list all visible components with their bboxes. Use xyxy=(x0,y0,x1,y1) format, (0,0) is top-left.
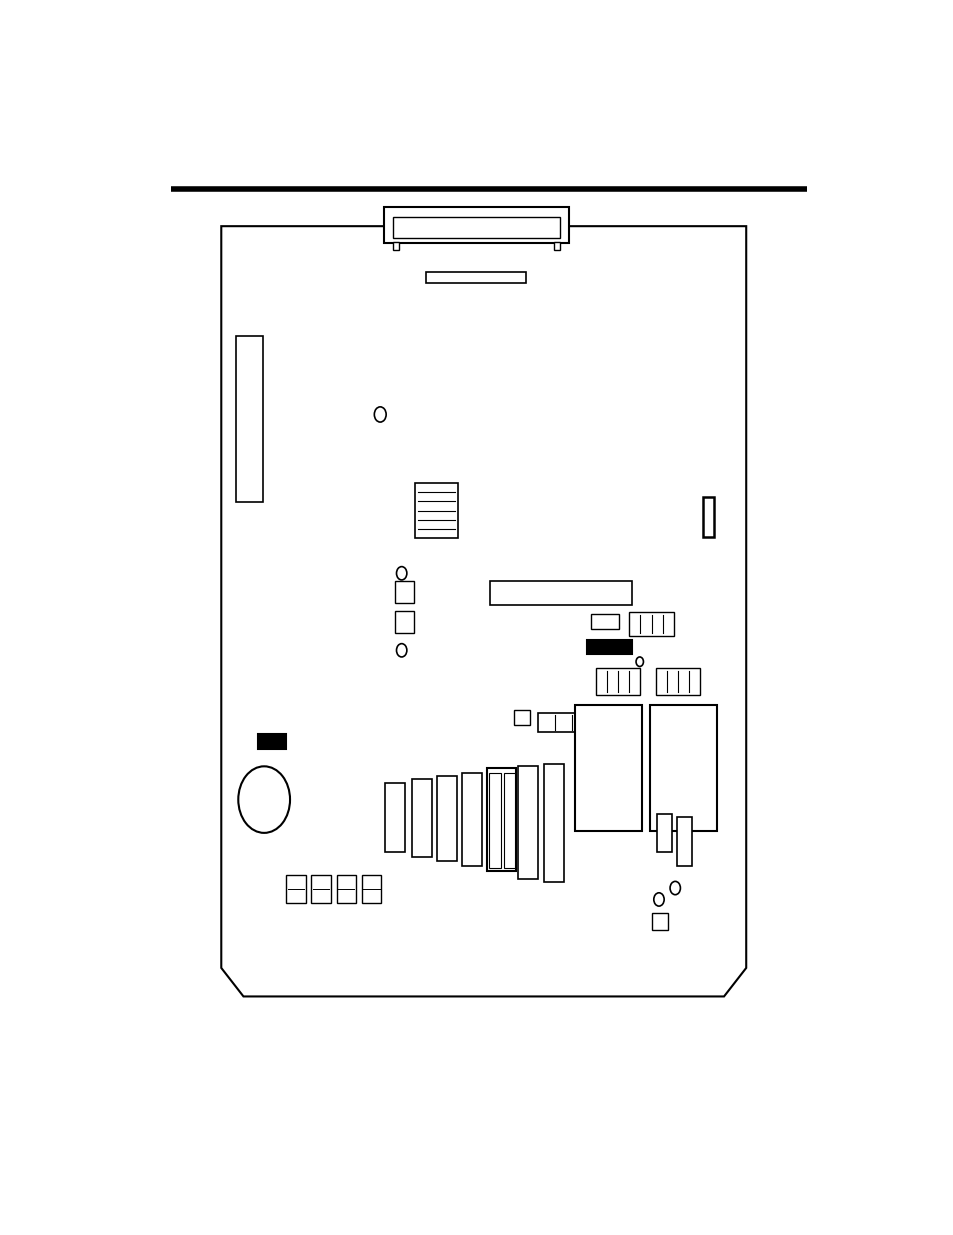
Bar xyxy=(596,668,639,695)
Bar xyxy=(488,773,500,868)
Bar xyxy=(649,705,716,831)
Bar xyxy=(657,814,672,852)
Bar xyxy=(575,705,641,831)
Bar xyxy=(629,613,673,636)
Bar xyxy=(543,764,563,882)
Bar xyxy=(415,483,457,538)
Bar xyxy=(412,779,432,857)
Bar xyxy=(462,773,482,866)
Bar xyxy=(490,580,632,605)
Bar xyxy=(436,776,456,862)
Circle shape xyxy=(238,766,290,832)
Circle shape xyxy=(396,567,406,580)
Bar xyxy=(677,816,692,866)
Bar xyxy=(395,611,414,634)
Bar xyxy=(537,713,588,732)
Bar xyxy=(286,874,305,903)
Bar xyxy=(651,913,667,930)
Bar xyxy=(336,874,355,903)
Bar xyxy=(486,768,516,871)
Bar xyxy=(514,710,530,725)
Bar xyxy=(258,734,286,750)
Bar xyxy=(235,336,263,501)
Bar xyxy=(311,874,331,903)
Bar xyxy=(702,498,714,537)
Bar xyxy=(383,207,568,243)
Bar xyxy=(503,773,515,868)
Circle shape xyxy=(396,643,406,657)
Bar xyxy=(656,668,700,695)
Circle shape xyxy=(669,882,679,894)
Bar xyxy=(426,272,525,283)
Bar xyxy=(587,640,631,655)
Circle shape xyxy=(636,657,642,667)
Circle shape xyxy=(653,893,663,906)
Bar xyxy=(395,580,414,603)
Bar xyxy=(590,614,618,630)
Bar xyxy=(518,766,537,878)
Bar xyxy=(361,874,380,903)
Bar xyxy=(393,242,398,249)
Bar xyxy=(385,783,405,852)
Bar xyxy=(393,216,559,237)
Bar xyxy=(554,242,559,249)
Circle shape xyxy=(374,406,386,422)
